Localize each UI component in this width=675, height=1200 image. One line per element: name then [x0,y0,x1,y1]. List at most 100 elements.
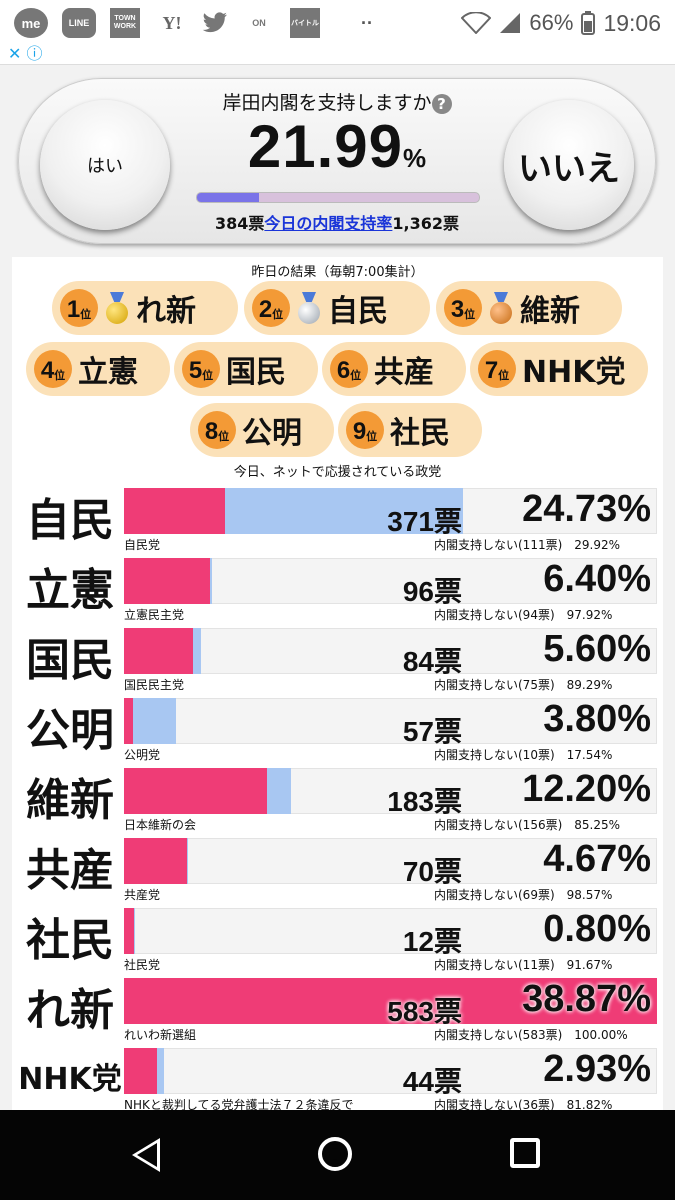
support-bar [124,908,134,954]
rank-party-name: NHK党 [522,355,626,390]
approval-bar-fill [197,193,259,202]
party-row[interactable]: 共産 70票 4.67% 共産党 内閣支持しない(69票) 98.57% [12,838,663,908]
question-mark-icon: ? [431,93,452,114]
recents-icon[interactable] [510,1138,540,1168]
rank-number: 6 [336,357,351,384]
party-votes: 70票 [402,856,462,887]
party-row[interactable]: れ新 583票 38.87% れいわ新選組 内閣支持しない(583票) 100.00% [12,978,663,1048]
party-votes: 84票 [402,646,462,677]
no-button[interactable]: いいえ [504,100,634,230]
no-support-stat: 内閣支持しない(111票) 29.92% [434,538,621,552]
party-percent: 4.67% [543,838,651,880]
party-bar: 183票 12.20% [124,768,657,817]
status-bar: me LINE TOWN WORK Y! ON バイトル ·· 66% 19:0… [0,0,675,46]
party-row[interactable]: 立憲 96票 6.40% 立憲民主党 内閣支持しない(94票) 97.92% [12,558,663,628]
rank-item: 6 位共産 [322,342,466,396]
party-abbr: れ新 [26,985,114,1036]
status-right: 66% 19:06 [461,8,661,38]
rank-item: 2 位 自民 [244,281,430,335]
page-top-strip: ✕ ⓘ [0,44,675,65]
party-full-name: 共産党 [124,888,161,902]
support-section-title: 今日、ネットで応援されている政党 [233,465,442,480]
rank-item: 8 位公明 [190,403,334,457]
poll-question-text: 岸田内閣を支持しますか [222,92,432,114]
party-percent: 12.20% [522,768,651,810]
silver-medal-icon [296,292,322,324]
close-ad-icon[interactable]: ✕ ⓘ [8,44,43,63]
party-row[interactable]: NHK党 44票 2.93% NHKと裁判してる党弁護士法７２条違反で 内閣支持しない(… [12,1048,663,1118]
party-row[interactable]: 国民 84票 5.60% 国民民主党 内閣支持しない(75票) 89.29% [12,628,663,698]
party-full-name: 日本維新の会 [124,818,197,832]
rank-party-name: れ新 [136,294,196,329]
party-row[interactable]: 公明 57票 3.80% 公明党 内閣支持しない(10票) 17.54% [12,698,663,768]
rank-party-name: 自民 [328,294,388,329]
party-abbr: NHK党 [18,1062,122,1097]
yes-button[interactable]: はい [40,100,170,230]
results-card: 昨日の結果（毎朝7:00集計） 1 位れ新 2 位自民 3 位維新 4 位立憲 5 位国民 6 位共産… [12,257,663,1112]
today-approval-link[interactable]: 今日の内閣支持率 [264,214,393,233]
rank-item: 4 位立憲 [26,342,170,396]
rank-suffix: 位 [54,370,66,382]
approval-bar [196,192,480,203]
no-support-stat: 内閣支持しない(583票) 100.00% [434,1028,628,1042]
party-bar: 96票 6.40% [124,558,657,607]
rank-party-name: 立憲 [78,355,138,390]
no-support-stat: 内閣支持しない(36票) 81.82% [434,1098,613,1112]
no-support-stat: 内閣支持しない(11票) 91.67% [434,958,613,972]
party-abbr: 社民 [26,915,114,966]
support-bar [124,488,225,534]
party-percent: 2.93% [543,1048,651,1090]
party-percent: 6.40% [543,558,651,600]
party-full-name: 国民民主党 [124,678,185,692]
poll-panel: はい 岸田内閣を支持しますか? 21.99% 384票今日の内閣支持率1,362… [18,78,656,244]
party-full-name: NHKと裁判してる党弁護士法７２条違反で [124,1098,354,1112]
approval-rate-unit: % [403,143,427,173]
party-votes: 44票 [402,1066,462,1097]
back-icon[interactable] [132,1138,160,1172]
party-bar: 57票 3.80% [124,698,657,747]
navigation-bar [0,1110,675,1200]
party-bar: 371票 24.73% [124,488,657,537]
twitter-icon [200,8,230,38]
rank-item: 9 位社民 [338,403,482,457]
support-bar [124,1048,157,1094]
townwork-app-icon: TOWN WORK [110,8,140,38]
wifi-icon [461,12,492,34]
party-bar: 70票 4.67% [124,838,657,887]
rank-party-name: 社民 [390,416,450,451]
rank-suffix: 位 [498,370,510,382]
rank-party-name: 共産 [374,355,434,390]
party-abbr: 共産 [26,845,114,896]
party-bar: 12票 0.80% [124,908,657,957]
poll-question: 岸田内閣を支持しますか? [168,88,506,115]
support-bar [124,838,187,884]
home-icon[interactable] [318,1137,352,1171]
party-abbr: 公明 [26,705,114,756]
support-bar [124,698,133,744]
rank-item: 7 位 NHK党 [470,342,648,396]
party-full-name: 自民党 [124,538,161,552]
clock: 19:06 [603,9,661,36]
party-votes: 96票 [402,576,462,607]
party-full-name: 公明党 [124,748,161,762]
rank-suffix: 位 [202,370,214,382]
party-percent: 5.60% [543,628,651,670]
party-row[interactable]: 自民 371票 24.73% 自民党 内閣支持しない(111票) 29.92% [12,488,663,558]
rank-suffix: 位 [272,309,284,321]
party-votes: 183票 [387,786,462,817]
party-votes: 371票 [387,506,462,537]
party-row[interactable]: 社民 12票 0.80% 社民党 内閣支持しない(11票) 91.67% [12,908,663,978]
rank-number: 1 [66,296,81,323]
no-support-stat: 内閣支持しない(156票) 85.25% [434,818,621,832]
party-abbr: 維新 [26,775,114,826]
party-abbr: 立憲 [26,565,114,616]
party-row[interactable]: 維新 183票 12.20% 日本維新の会 内閣支持しない(156票) 85.25% [12,768,663,838]
rank-suffix: 位 [350,370,362,382]
party-percent: 24.73% [522,488,651,530]
approval-rate: 21.99% [168,112,506,181]
